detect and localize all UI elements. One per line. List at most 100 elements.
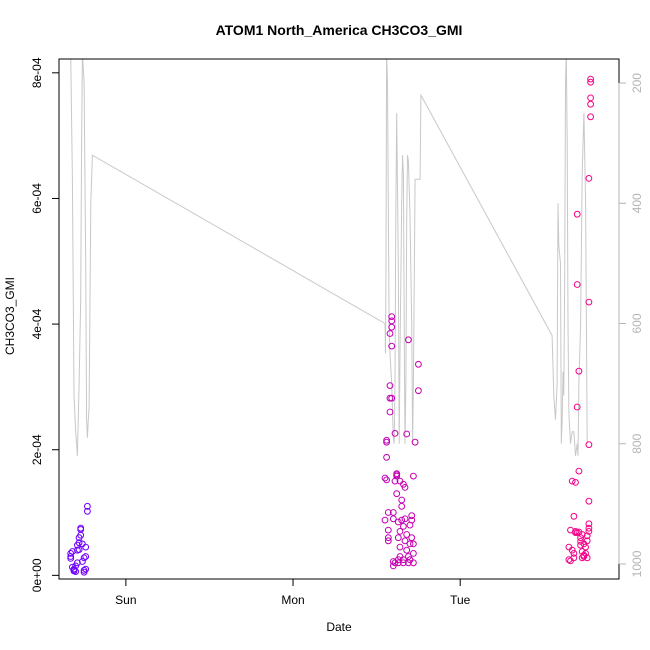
data-point [415,387,422,395]
data-point [406,540,414,548]
data-point [389,509,397,516]
data-point [388,394,396,402]
data-point [585,441,593,449]
data-point [394,518,402,526]
x-tick-label: Mon [281,593,304,607]
data-point [585,528,593,535]
data-point [403,546,411,554]
y-tick-label: 6e-04 [30,183,44,214]
data-point [69,548,76,555]
data-point [568,546,576,554]
chart-title: ATOM1 North_America CH3CO3_GMI [216,22,463,38]
data-point [383,436,391,444]
data-point [408,516,416,524]
data-point [410,559,417,567]
data-point [568,477,576,485]
data-point [400,559,407,567]
plot-frame [58,58,620,580]
data-point [411,438,419,446]
right-tick-label: 1000 [630,550,644,577]
data-point [573,210,581,218]
data-point [405,553,412,560]
data-point [573,281,581,288]
data-point [388,313,396,321]
data-point [75,539,83,547]
data-point [410,550,417,557]
data-point [575,367,583,375]
data-point [405,336,412,344]
data-point [585,520,593,528]
data-point [391,430,399,437]
pressure-line [70,59,588,456]
data-point [386,330,394,337]
data-point [67,555,75,562]
data-point [570,554,578,562]
y-tick-label: 2e-04 [30,434,44,465]
data-point [84,502,91,510]
data-point [393,490,401,498]
data-point [580,540,588,548]
data-point [70,567,78,575]
data-point [415,360,422,368]
data-point [388,317,396,325]
data-point [408,512,416,520]
data-point [585,175,593,182]
data-point [384,537,392,545]
data-point [82,553,90,560]
data-point [75,546,83,553]
data-point [388,342,396,350]
data-point [74,559,81,567]
data-point [398,496,406,504]
data-point [82,565,90,573]
data-point [383,453,391,461]
data-point [573,529,581,536]
data-point [400,523,407,530]
data-point [388,323,396,331]
data-point [398,516,406,524]
data-point [410,472,417,480]
data-point [394,534,402,542]
data-point [573,403,581,411]
data-point [79,558,86,565]
data-point [400,480,407,488]
data-point [77,531,85,539]
data-point [394,556,402,564]
data-point [82,543,90,551]
data-point [408,534,416,542]
y-tick-label: 0e+00 [30,558,44,592]
y-tick-label: 8e-04 [30,57,44,88]
data-point [572,479,579,486]
data-point [396,543,404,551]
data-point [383,438,391,446]
data-point [386,408,394,416]
data-point [384,509,392,516]
data-point [400,556,407,564]
data-point [582,543,589,551]
x-tick-label: Tue [450,593,471,607]
y-axis-label: CH3CO3_GMI [3,277,17,355]
x-axis: Sun Mon Tue [115,578,471,607]
data-point [398,502,406,510]
data-point [585,298,593,306]
data-point [585,524,593,532]
data-point [403,430,411,438]
right-tick-label: 800 [630,433,644,453]
data-point [587,78,594,86]
data-point [80,566,88,574]
data-point [587,113,594,121]
data-point [67,550,75,557]
data-point [587,75,594,83]
data-point [570,550,578,557]
data-point [403,531,411,538]
data-point [577,534,584,542]
y-tick-label: 4e-04 [30,308,44,339]
data-point [386,382,394,390]
data-point [381,516,389,524]
data-point [401,537,409,545]
right-tick-label: 200 [630,73,644,93]
data-point [575,467,583,475]
x-axis-label: Date [326,620,352,634]
data-point [384,526,392,534]
x-tick-label: Sun [115,593,136,607]
